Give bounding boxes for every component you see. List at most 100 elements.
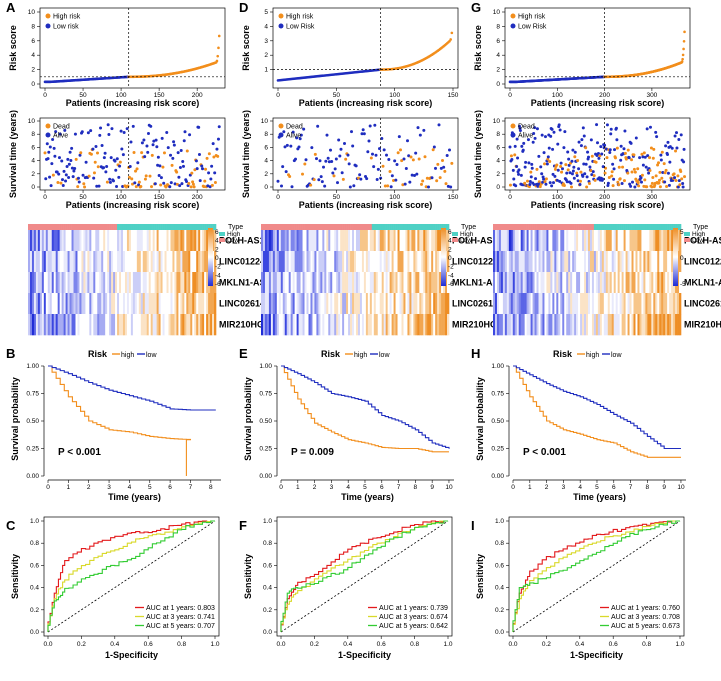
heatmap-cell	[306, 293, 309, 315]
survival-point-dead	[148, 174, 152, 178]
heatmap-cell	[83, 293, 86, 315]
survival-point-alive	[557, 123, 561, 127]
heatmap-cell	[336, 251, 339, 273]
survival-point-alive	[546, 155, 550, 159]
survival-point-dead	[613, 156, 617, 160]
heatmap-cell	[124, 314, 128, 336]
roc-x-label: 1-Specificity	[105, 650, 158, 660]
survival-point-dead	[388, 169, 392, 173]
heatmap	[261, 224, 450, 336]
heatmap-cell	[593, 272, 597, 294]
heatmap-cell	[148, 293, 151, 315]
survival-point-alive	[128, 165, 132, 169]
survival-point-dead	[87, 174, 91, 178]
heatmap-cell	[43, 293, 47, 315]
heatmap-type-cell	[109, 224, 112, 230]
km-y-label: Survival probability	[243, 377, 253, 461]
heatmap-cell	[202, 314, 205, 336]
heatmap-cell	[411, 272, 414, 294]
survival-point-dead	[642, 151, 646, 155]
survival-point-dead	[399, 148, 402, 152]
heatmap-type-cell	[126, 224, 130, 230]
survival-point-dead	[523, 181, 527, 185]
heatmap-cell	[548, 314, 551, 336]
heatmap-cell	[128, 314, 132, 336]
heatmap-type-cell	[59, 224, 62, 230]
heatmap-cell	[506, 293, 510, 315]
heatmap-cell	[274, 251, 278, 273]
heatmap-cell	[214, 314, 217, 336]
heatmap-type-cell	[576, 224, 579, 230]
heatmap-cell	[286, 293, 290, 315]
heatmap-type-cell	[572, 224, 575, 230]
heatmap-cell	[67, 293, 70, 315]
survival-point-alive	[160, 136, 164, 140]
heatmap-cell	[643, 272, 646, 294]
heatmap-type-cell	[61, 224, 64, 230]
heatmap-type-cell	[401, 224, 404, 230]
survival-point-alive	[55, 170, 59, 174]
heatmap-cell	[371, 314, 375, 336]
survival-point-alive	[551, 147, 555, 151]
heatmap-type-low-label: Low	[227, 237, 239, 244]
heatmap-cell	[344, 272, 347, 294]
roc-x-label: 1-Specificity	[338, 650, 391, 660]
risk-x-tick-label: 200	[599, 92, 610, 99]
survival-point-alive	[385, 153, 388, 157]
gene-label: LINC01224	[452, 257, 498, 267]
heatmap-cell	[589, 251, 593, 273]
survival-point-alive	[446, 184, 450, 188]
survival-point-alive	[107, 133, 111, 137]
heatmap-cell	[607, 251, 611, 273]
survival-point-alive	[329, 148, 332, 152]
km-y-tick-label: 0.50	[26, 418, 39, 425]
heatmap-cell	[87, 314, 90, 336]
heatmap-cell	[97, 251, 100, 273]
survival-point-alive	[325, 133, 329, 137]
heatmap-cell	[653, 251, 656, 273]
survival-point-dead	[162, 151, 166, 155]
heatmap-cell	[336, 293, 339, 315]
survival-point-dead	[417, 157, 421, 161]
heatmap-cell	[318, 314, 321, 336]
km-x-tick-label: 5	[148, 484, 152, 491]
survival-point-alive	[159, 176, 163, 180]
heatmap-cell	[433, 314, 436, 336]
survival-point-dead	[170, 163, 174, 167]
heatmap-cell	[322, 314, 325, 336]
heatmap-cell	[61, 251, 64, 273]
heatmap-cell	[278, 230, 282, 252]
survival-point-alive	[166, 146, 170, 150]
heatmap-cell	[111, 293, 114, 315]
survival-point-dead	[435, 179, 439, 183]
heatmap-cell	[117, 272, 120, 294]
heatmap-cell	[514, 272, 518, 294]
heatmap-cell	[500, 230, 504, 252]
heatmap-cell	[101, 230, 104, 252]
heatmap-legend-tick: 4	[448, 238, 452, 245]
roc-x-tick-label: 0.4	[343, 641, 352, 648]
heatmap-type-cell	[117, 224, 120, 230]
heatmap-cell	[140, 251, 144, 273]
heatmap-cell	[174, 314, 177, 336]
survival-point-alive	[146, 132, 150, 136]
heatmap-cell	[198, 230, 201, 252]
survival-point-alive	[643, 155, 647, 159]
heatmap-cell	[49, 314, 53, 336]
survival-point-alive	[577, 140, 581, 144]
heatmap-cell	[160, 230, 163, 252]
heatmap-cell	[284, 293, 288, 315]
heatmap-cell	[148, 272, 151, 294]
gene-label: MKLN1-AS	[219, 278, 266, 288]
km-x-tick-label: 3	[330, 484, 334, 491]
heatmap-cell	[641, 314, 644, 336]
heatmap-cell	[37, 251, 41, 273]
survival-point-dead	[425, 176, 429, 180]
survival-point-dead	[658, 185, 662, 189]
heatmap-cell	[550, 314, 553, 336]
heatmap-cell	[85, 272, 88, 294]
survival-point-alive	[664, 144, 668, 148]
heatmap-cell	[584, 230, 587, 252]
heatmap-cell	[655, 293, 658, 315]
heatmap-type-cell	[89, 224, 92, 230]
